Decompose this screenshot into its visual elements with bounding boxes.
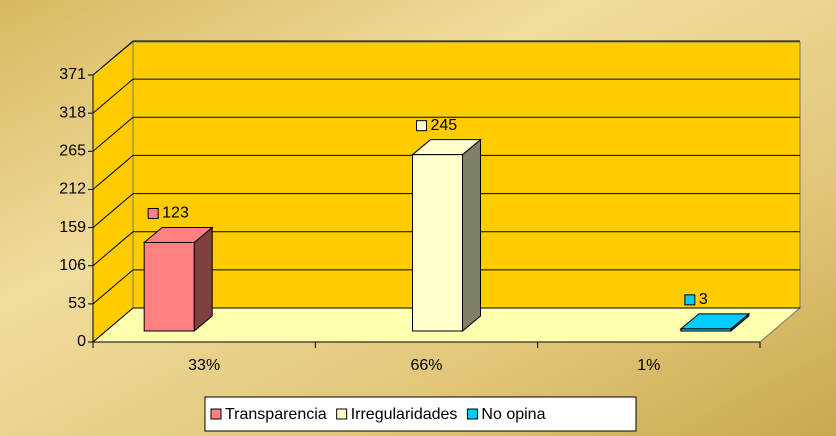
grid-line bbox=[92, 116, 134, 152]
y-tick-label: 371 bbox=[59, 66, 86, 83]
y-tick-label: 0 bbox=[77, 333, 86, 350]
legend-key bbox=[210, 408, 222, 420]
data-label-key bbox=[416, 120, 427, 132]
x-tick-label: 33% bbox=[188, 357, 220, 374]
x-tick-label: 1% bbox=[637, 357, 660, 374]
data-label: 3 bbox=[699, 291, 708, 308]
legend-label: Irregularidades bbox=[351, 406, 458, 423]
bar-side bbox=[193, 226, 213, 333]
grid-line bbox=[92, 78, 134, 114]
bar bbox=[680, 328, 732, 332]
data-label-key bbox=[147, 207, 159, 219]
data-label-key bbox=[684, 294, 696, 306]
data-label: 245 bbox=[431, 117, 458, 134]
legend-label: No opina bbox=[481, 406, 545, 423]
data-label: 123 bbox=[162, 205, 189, 222]
y-tick-label: 53 bbox=[68, 295, 86, 312]
bar bbox=[412, 154, 463, 332]
y-tick-label: 159 bbox=[59, 219, 86, 236]
y-tick-label: 106 bbox=[59, 257, 86, 274]
grid-line bbox=[92, 269, 134, 305]
y-tick-label: 212 bbox=[59, 181, 86, 198]
x-tick-label: 66% bbox=[410, 357, 442, 374]
y-tick-label: 318 bbox=[59, 104, 86, 121]
bar-side bbox=[462, 138, 481, 333]
y-tick-label: 265 bbox=[59, 143, 86, 160]
grid-line bbox=[92, 155, 134, 190]
grid-line bbox=[92, 231, 134, 267]
legend-label: Transparencia bbox=[225, 406, 327, 423]
legend bbox=[204, 396, 637, 432]
grid-line bbox=[92, 40, 134, 76]
bar bbox=[143, 241, 195, 332]
grid-line bbox=[92, 307, 134, 343]
legend-key bbox=[466, 408, 478, 420]
side-wall bbox=[92, 40, 134, 344]
legend-key bbox=[336, 408, 348, 420]
grid-line bbox=[92, 193, 134, 228]
